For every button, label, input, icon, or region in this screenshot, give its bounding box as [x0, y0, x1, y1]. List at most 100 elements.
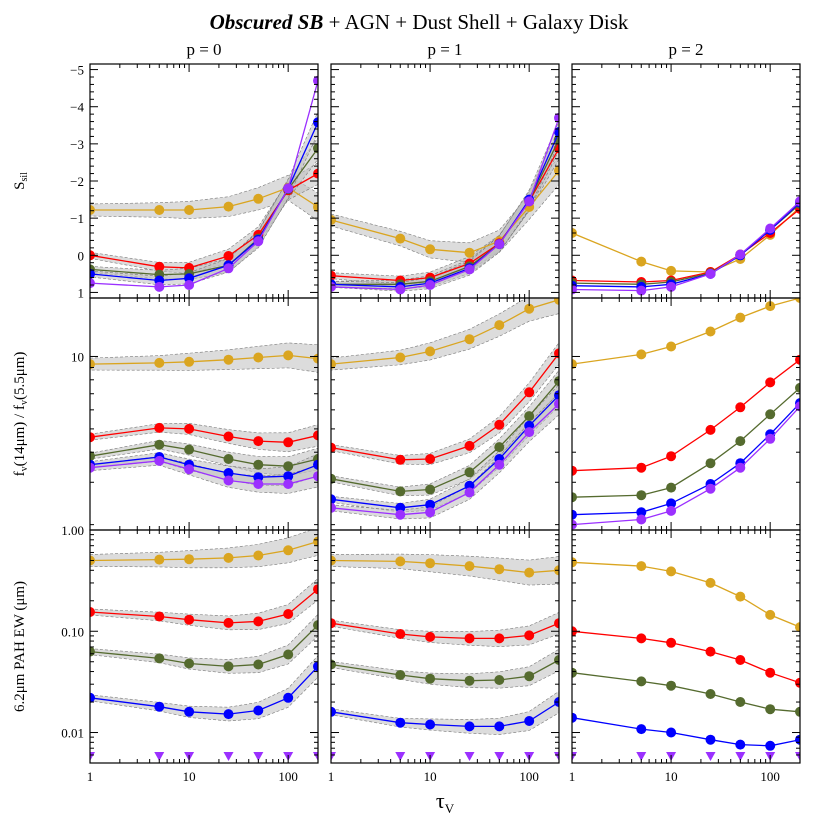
data-point [636, 349, 647, 360]
data-point [765, 377, 776, 388]
upper-limit-marker [572, 752, 577, 761]
data-point [395, 502, 406, 513]
data-point [494, 239, 505, 250]
data-point [154, 439, 165, 450]
data-point [636, 462, 647, 473]
upper-limit-marker [705, 752, 716, 761]
data-point [425, 280, 436, 290]
panel-plot-area [90, 75, 318, 292]
data-point [154, 261, 165, 272]
data-point [425, 507, 436, 518]
data-point [154, 455, 165, 466]
data-point [524, 411, 535, 422]
data-point [425, 558, 436, 569]
panel-plot-area [90, 342, 318, 494]
data-point [636, 507, 647, 518]
data-point [494, 419, 505, 430]
data-point [313, 536, 318, 547]
figure-title-rest: + AGN + Dust Shell + Galaxy Disk [323, 10, 629, 34]
data-point [765, 704, 776, 715]
data-point [735, 402, 746, 413]
data-point [313, 620, 318, 631]
data-point [524, 387, 535, 398]
data-point [572, 359, 577, 370]
upper-limit-marker [795, 752, 800, 761]
data-point [705, 268, 716, 279]
x-tick-label: 100 [760, 769, 780, 784]
data-point [636, 490, 647, 501]
y-tick-label: −5 [70, 63, 84, 78]
data-point [464, 334, 475, 345]
data-point [283, 471, 294, 482]
data-point [494, 459, 505, 470]
data-point [331, 502, 336, 513]
data-point [554, 390, 559, 401]
data-point [90, 359, 95, 370]
data-point [253, 659, 264, 670]
data-point [705, 458, 716, 469]
data-point [765, 609, 776, 620]
data-point [184, 423, 195, 434]
data-point [331, 359, 336, 370]
data-point [223, 709, 234, 720]
data-point [313, 459, 318, 470]
data-point [313, 471, 318, 482]
figure-title-emph: Obscured SB [210, 10, 324, 34]
data-point [313, 430, 318, 441]
data-point [154, 357, 165, 368]
uncertainty-band [90, 342, 318, 373]
data-point [313, 117, 318, 128]
data-point [283, 692, 294, 703]
data-point [524, 196, 535, 207]
data-point [395, 717, 406, 728]
data-point [795, 382, 800, 393]
data-point [464, 264, 475, 275]
uncertainty-band [331, 612, 559, 647]
upper-limit-marker [154, 752, 165, 761]
upper-limit-marker [90, 752, 95, 761]
x-tick-label: 100 [278, 769, 298, 784]
data-point [395, 233, 406, 244]
x-tick-label: 1 [87, 769, 94, 784]
upper-limit-marker [464, 752, 475, 761]
data-point [636, 285, 647, 296]
data-point [636, 724, 647, 735]
y-tick-label: 0 [78, 248, 85, 263]
data-point [395, 284, 406, 295]
figure-title: Obscured SB + AGN + Dust Shell + Galaxy … [210, 10, 629, 34]
data-point [90, 692, 95, 703]
data-point [283, 545, 294, 556]
panel-frame [571, 63, 801, 299]
data-point [735, 249, 746, 260]
data-point [795, 401, 800, 412]
data-point [331, 494, 336, 505]
data-point [184, 205, 195, 215]
uncertainty-band [331, 342, 559, 465]
y-axis-label: 6.2μm PAH EW (μm) [12, 581, 28, 712]
data-point [154, 281, 165, 292]
x-axis-label-sub: V [445, 801, 455, 816]
data-point [735, 312, 746, 323]
x-tick-label: 100 [519, 769, 539, 784]
data-point [735, 436, 746, 447]
data-point [331, 281, 336, 292]
y-axis-label-main: f [12, 471, 28, 476]
data-point [666, 451, 677, 462]
data-point [494, 442, 505, 453]
data-point [494, 564, 505, 575]
data-point [795, 622, 800, 633]
data-point [554, 618, 559, 629]
data-point [524, 303, 535, 314]
data-point [283, 437, 294, 448]
series-line [572, 402, 800, 516]
panel-frame [89, 297, 319, 531]
series-line [572, 405, 800, 526]
data-point [395, 629, 406, 639]
data-point [253, 236, 264, 247]
data-point [636, 514, 647, 525]
data-point [223, 475, 234, 486]
data-point [253, 616, 264, 627]
data-point [154, 611, 165, 622]
